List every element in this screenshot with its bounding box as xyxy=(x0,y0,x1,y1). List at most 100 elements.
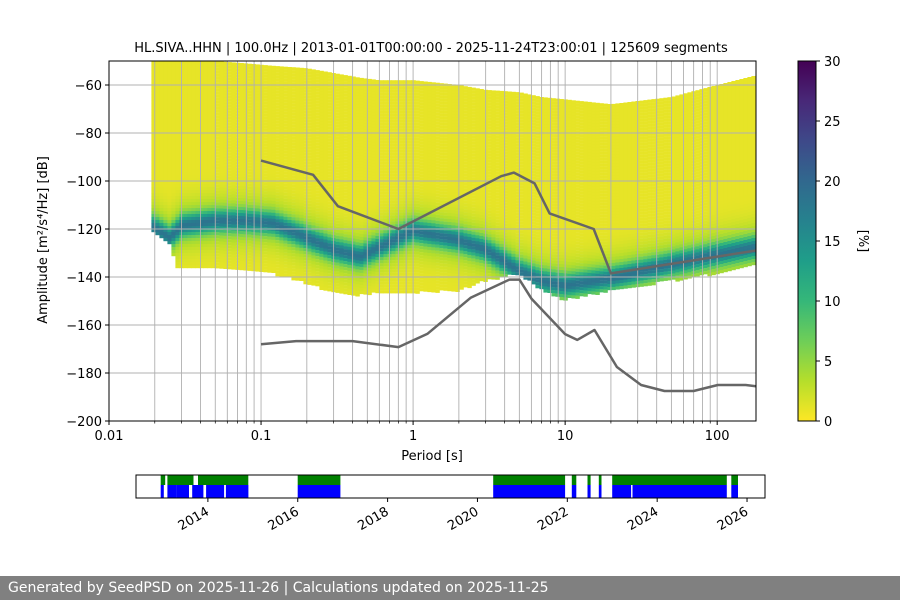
density-cell xyxy=(427,225,432,230)
density-cell xyxy=(191,145,196,149)
density-cell xyxy=(419,150,424,154)
density-cell xyxy=(259,85,264,89)
density-cell xyxy=(191,178,196,182)
density-cell xyxy=(315,202,320,206)
density-cell xyxy=(171,88,176,92)
density-cell xyxy=(363,159,368,163)
density-cell xyxy=(287,178,292,182)
density-cell xyxy=(239,177,244,181)
density-cell xyxy=(183,184,188,188)
density-cell xyxy=(151,61,156,65)
density-cell xyxy=(175,160,180,164)
density-cell xyxy=(359,260,364,265)
density-cell xyxy=(247,84,252,88)
density-cell xyxy=(303,263,308,267)
density-cell xyxy=(415,197,420,201)
density-cell xyxy=(267,116,272,120)
density-cell xyxy=(299,187,304,191)
density-cell xyxy=(259,238,264,242)
density-cell xyxy=(167,178,172,182)
density-cell xyxy=(295,148,300,152)
density-cell xyxy=(215,208,220,212)
density-cell xyxy=(215,229,220,233)
density-cell xyxy=(271,263,276,267)
density-cell xyxy=(271,242,276,246)
density-cell xyxy=(183,166,188,170)
density-cell xyxy=(239,258,244,262)
density-cell xyxy=(243,234,248,238)
density-cell xyxy=(343,96,348,100)
density-cell xyxy=(163,208,168,212)
density-cell xyxy=(315,235,320,239)
density-cell xyxy=(215,112,220,116)
density-cell xyxy=(347,123,352,127)
density-cell xyxy=(343,264,348,268)
density-cell xyxy=(335,271,340,275)
density-cell xyxy=(191,136,196,140)
density-cell xyxy=(407,290,412,294)
density-cell xyxy=(319,214,324,218)
density-cell xyxy=(383,170,388,174)
density-cell xyxy=(255,262,260,266)
density-cell xyxy=(379,212,384,216)
density-cell xyxy=(219,250,224,254)
density-cell xyxy=(415,185,420,189)
density-cell xyxy=(195,109,200,113)
density-cell xyxy=(307,125,312,129)
density-cell xyxy=(243,258,248,262)
density-cell xyxy=(291,199,296,203)
density-cell xyxy=(407,284,412,288)
density-cell xyxy=(327,219,332,223)
density-cell xyxy=(167,91,172,95)
density-cell xyxy=(263,236,268,240)
density-cell xyxy=(167,187,172,191)
density-cell xyxy=(291,151,296,155)
density-cell xyxy=(343,279,348,283)
density-cell xyxy=(283,261,288,265)
density-cell xyxy=(255,73,260,77)
density-cell xyxy=(267,98,272,102)
density-cell xyxy=(219,142,224,146)
density-cell xyxy=(311,84,316,88)
density-cell xyxy=(151,115,156,119)
density-cell xyxy=(211,79,216,83)
density-cell xyxy=(231,92,236,96)
density-cell xyxy=(295,79,300,83)
density-cell xyxy=(359,101,364,106)
density-cell xyxy=(279,168,284,172)
density-cell xyxy=(371,160,376,164)
density-cell xyxy=(315,271,320,275)
probability-density-layer xyxy=(151,61,756,301)
density-cell xyxy=(263,203,268,207)
density-cell xyxy=(391,284,396,288)
density-cell xyxy=(399,209,404,213)
density-cell xyxy=(395,182,400,186)
density-cell xyxy=(291,226,296,230)
density-cell xyxy=(219,106,224,110)
density-cell xyxy=(431,259,436,263)
density-cell xyxy=(211,265,216,269)
density-cell xyxy=(399,254,404,258)
density-cell xyxy=(211,139,216,143)
density-cell xyxy=(215,247,220,251)
density-cell xyxy=(155,118,160,122)
density-cell xyxy=(163,160,168,164)
density-cell xyxy=(315,148,320,152)
density-cell xyxy=(187,100,192,104)
density-cell xyxy=(271,110,276,114)
density-cell xyxy=(343,192,348,196)
density-cell xyxy=(419,201,424,205)
density-cell xyxy=(299,181,304,185)
density-cell xyxy=(267,95,272,99)
density-cell xyxy=(311,198,316,202)
density-cell xyxy=(219,205,224,209)
density-cell xyxy=(427,264,432,269)
density-cell xyxy=(299,202,304,206)
density-cell xyxy=(367,213,372,218)
density-cell xyxy=(187,184,192,188)
density-cell xyxy=(231,65,236,69)
density-cell xyxy=(291,124,296,128)
density-cell xyxy=(363,219,368,223)
density-cell xyxy=(411,278,416,282)
density-cell xyxy=(355,242,360,246)
